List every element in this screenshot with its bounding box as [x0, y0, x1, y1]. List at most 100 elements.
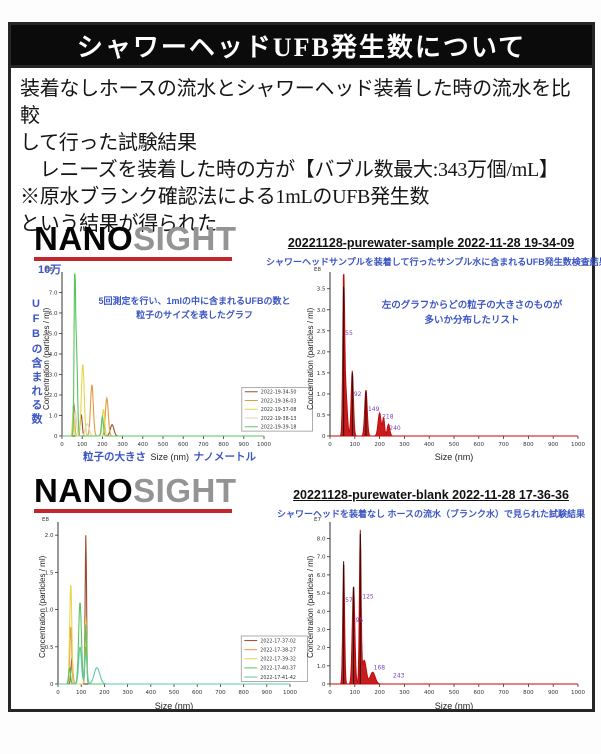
- svg-text:125: 125: [362, 594, 374, 601]
- svg-text:2022-19-38-13: 2022-19-38-13: [261, 416, 297, 422]
- svg-text:0.5: 0.5: [317, 413, 326, 419]
- svg-text:0: 0: [50, 682, 54, 688]
- logo-red-underline: [34, 509, 232, 513]
- svg-text:300: 300: [399, 690, 410, 696]
- annotation-line: 多いか分布したリスト: [424, 315, 520, 327]
- svg-text:300: 300: [399, 442, 410, 448]
- svg-text:900: 900: [239, 442, 250, 448]
- nanometer-jp-label: ナノメートル: [193, 451, 256, 463]
- sample-report-subtitle: シャワーヘッドサンプルを装着して行ったサンプル水に含まれるUFB発生数検査結果: [266, 257, 601, 267]
- annotation-line: 5回測定を行い、1mlの中に含まれるUFBの数と: [98, 296, 291, 306]
- svg-text:2.0: 2.0: [49, 393, 58, 399]
- svg-text:200: 200: [374, 690, 385, 696]
- svg-text:2022-19-37-08: 2022-19-37-08: [261, 407, 297, 413]
- svg-text:700: 700: [215, 690, 226, 696]
- sample-distribution-chart: 0 100 200 300 400 500 600 700 800 900 1000 0 0.5 1.0 1…: [314, 267, 585, 448]
- svg-text:2022-17-41-42: 2022-17-41-42: [260, 675, 296, 681]
- svg-text:100: 100: [76, 690, 87, 696]
- svg-text:600: 600: [474, 442, 485, 448]
- svg-text:149: 149: [368, 406, 380, 413]
- x-axis-label-size-1: Size (nm): [334, 447, 574, 465]
- svg-text:400: 400: [146, 690, 157, 696]
- svg-text:0: 0: [60, 442, 64, 448]
- svg-text:4.0: 4.0: [317, 609, 326, 615]
- svg-text:700: 700: [498, 442, 509, 448]
- blank-report-heading: 20221128-purewater-blank 2022-11-28 17-3…: [293, 488, 569, 502]
- title-bar: シャワーヘッドUFB発生数について: [8, 22, 595, 68]
- svg-text:400: 400: [424, 690, 435, 696]
- svg-text:1.0: 1.0: [49, 413, 58, 419]
- svg-text:3.0: 3.0: [49, 372, 58, 378]
- svg-text:700: 700: [198, 442, 209, 448]
- svg-text:2.0: 2.0: [317, 350, 326, 356]
- svg-text:400: 400: [424, 442, 435, 448]
- logo-sight-text: SIGHT: [133, 472, 237, 509]
- svg-text:2.0: 2.0: [45, 533, 54, 539]
- blank-distribution-chart: 0 100 200 300 400 500 600 700 800 900 1000 0 1.0 2.0 3…: [314, 517, 585, 696]
- svg-text:2.0: 2.0: [317, 646, 326, 652]
- svg-text:5.0: 5.0: [317, 591, 326, 597]
- svg-text:E8: E8: [42, 517, 49, 523]
- svg-text:600: 600: [192, 690, 203, 696]
- concentration-axis-label-2: Concentration (particles / ml): [306, 307, 315, 410]
- svg-text:0: 0: [322, 682, 326, 688]
- particle-size-jp-label: 粒子の大きさ: [83, 451, 147, 463]
- svg-text:6.0: 6.0: [317, 573, 326, 579]
- svg-text:800: 800: [238, 690, 249, 696]
- summary-line-1: 装着なしホースの流水とシャワーヘッド装着した時の流水を比較: [20, 78, 571, 127]
- svg-text:243: 243: [393, 673, 405, 680]
- svg-text:2022-17-40-37: 2022-17-40-37: [260, 666, 296, 672]
- svg-text:218: 218: [382, 413, 394, 420]
- svg-text:0: 0: [328, 690, 332, 696]
- x-axis-label-combo: 粒子の大きさ Size (nm) ナノメートル: [62, 447, 277, 465]
- size-nm-label: Size (nm): [150, 452, 190, 462]
- concentration-axis-label-1: Concentration (particles / ml): [42, 307, 51, 410]
- svg-text:55: 55: [345, 330, 353, 337]
- annotation-line: 粒子のサイズを表したグラフ: [136, 310, 253, 321]
- svg-text:900: 900: [262, 690, 273, 696]
- document-frame: [8, 22, 595, 712]
- concentration-axis-label-3: Concentration (particles / ml): [38, 555, 47, 658]
- svg-text:1000: 1000: [571, 442, 585, 448]
- svg-text:3.0: 3.0: [317, 308, 326, 314]
- summary-line-4: ※原水ブランク確認法による1mLのUFB発生数: [20, 186, 430, 208]
- svg-text:700: 700: [498, 690, 509, 696]
- svg-text:1.5: 1.5: [317, 371, 326, 377]
- svg-text:7.0: 7.0: [317, 555, 326, 561]
- sample-overlay-annotation: 5回測定を行い、1mlの中に含まれるUFBの数と 粒子のサイズを表したグラフ: [92, 294, 297, 323]
- svg-text:900: 900: [548, 690, 559, 696]
- svg-text:200: 200: [99, 690, 110, 696]
- sample-dist-annotation: 左のグラフからどの粒子の大きさのものが 多いか分布したリスト: [352, 298, 592, 328]
- svg-text:2.5: 2.5: [317, 329, 326, 335]
- svg-text:500: 500: [169, 690, 180, 696]
- x-axis-label-size-2: Size (nm): [58, 696, 290, 714]
- svg-text:8.0: 8.0: [317, 537, 326, 543]
- svg-text:800: 800: [523, 690, 534, 696]
- svg-text:200: 200: [374, 442, 385, 448]
- svg-text:3.0: 3.0: [317, 627, 326, 633]
- svg-text:1000: 1000: [257, 442, 271, 448]
- summary-line-3: レニーズを装着した時の方が【バブル数最大:343万個/mL】: [20, 159, 559, 181]
- svg-text:5.0: 5.0: [49, 331, 58, 337]
- svg-text:1.0: 1.0: [317, 664, 326, 670]
- svg-text:7.0: 7.0: [49, 290, 58, 296]
- svg-text:168: 168: [374, 664, 386, 671]
- svg-text:1.0: 1.0: [317, 392, 326, 398]
- size-nm-label: Size (nm): [434, 701, 474, 711]
- svg-text:600: 600: [474, 690, 485, 696]
- blank-overlay-chart: 0 100 200 300 400 500 600 700 800 900 1000 0 0.5 1.0 1…: [42, 517, 308, 696]
- svg-text:2022-19-34-50: 2022-19-34-50: [261, 390, 297, 396]
- svg-text:2022-17-38-27: 2022-17-38-27: [260, 647, 296, 653]
- sample-overlay-chart: 0 100 200 300 400 500 600 700 800 900 1000 0 1.0 2.0 3…: [46, 267, 313, 448]
- nanosight-logo-blank: NANOSIGHT: [34, 474, 237, 513]
- svg-text:0: 0: [322, 434, 326, 440]
- svg-text:6.0: 6.0: [49, 311, 58, 317]
- svg-text:2022-17-39-32: 2022-17-39-32: [260, 657, 296, 663]
- svg-text:500: 500: [158, 442, 169, 448]
- annotation-line: 左のグラフからどの粒子の大きさのものが: [381, 300, 563, 311]
- summary-text: 装着なしホースの流水とシャワーヘッド装着した時の流水を比較 して行った試験結果 …: [20, 76, 586, 238]
- svg-text:400: 400: [138, 442, 149, 448]
- svg-text:1000: 1000: [283, 690, 297, 696]
- svg-text:92: 92: [354, 391, 362, 398]
